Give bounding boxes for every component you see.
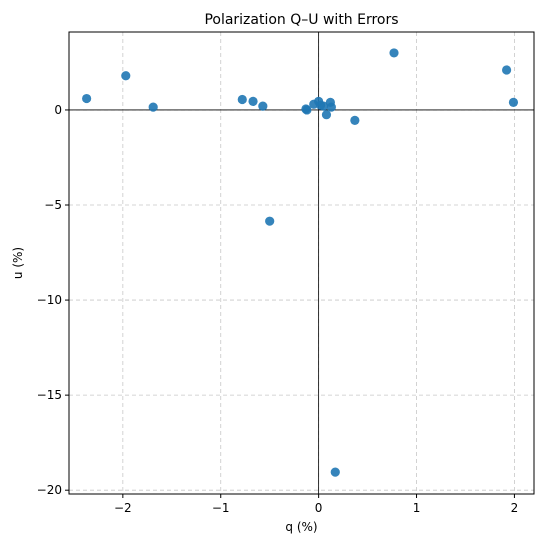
x-tick-label: 2: [511, 501, 519, 515]
data-point: [248, 96, 258, 106]
x-tick-label: 0: [315, 501, 323, 515]
grid-layer: [69, 32, 534, 494]
x-tick-label: 1: [413, 501, 421, 515]
data-point: [318, 101, 329, 111]
x-tick-label: −2: [114, 501, 132, 515]
plot-frame: [68, 31, 535, 495]
data-point: [82, 93, 92, 104]
x-axis-ticks: −2 −1 0 1 2: [114, 494, 518, 515]
y-tick-label: 0: [54, 103, 62, 117]
x-tick-label: −1: [212, 501, 230, 515]
data-point: [389, 48, 399, 58]
data-point: [321, 110, 332, 120]
chart-title: Polarization Q–U with Errors: [204, 12, 398, 28]
y-tick-label: −20: [37, 483, 62, 497]
data-point: [326, 102, 336, 112]
data-point: [501, 65, 512, 75]
y-axis-label: u (%): [11, 247, 25, 279]
data-point: [237, 94, 247, 105]
data-point: [148, 102, 158, 112]
x-axis-label: q (%): [285, 520, 317, 534]
data-point: [508, 97, 519, 107]
zero-lines: [69, 32, 534, 494]
data-point: [121, 71, 131, 81]
data-point: [258, 101, 268, 111]
y-axis-ticks: 0 −5 −10 −15 −20: [37, 103, 69, 497]
data-points: [82, 48, 519, 477]
y-tick-label: −5: [44, 198, 62, 212]
data-point: [302, 105, 312, 115]
data-point: [265, 216, 275, 226]
y-tick-label: −15: [37, 388, 62, 402]
data-point: [350, 115, 360, 126]
data-point: [330, 467, 340, 477]
y-tick-label: −10: [37, 293, 62, 307]
